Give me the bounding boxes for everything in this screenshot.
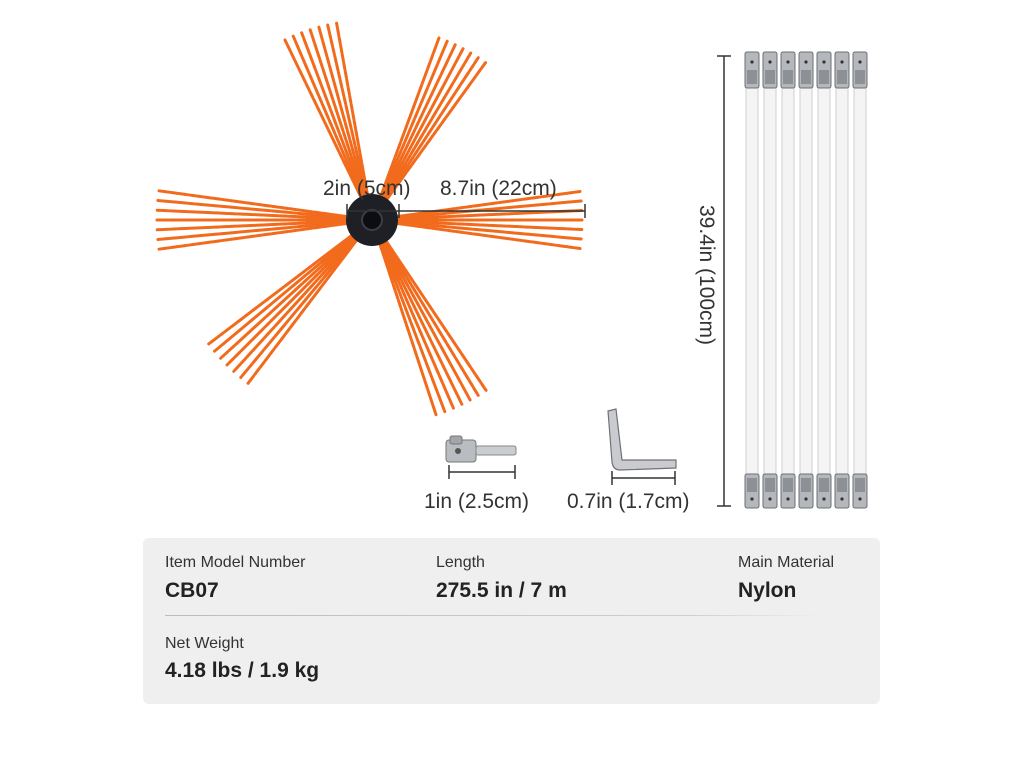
bristle [370,208,584,222]
bristle [335,21,374,222]
extension-rod [852,51,868,509]
rod-adapter [445,435,517,463]
adapter-dimension: 1in (2.5cm) [424,490,530,513]
extension-rod [834,51,850,509]
bristle [370,218,455,410]
spec-divider [165,615,820,616]
bristle [207,218,374,346]
bristle [232,218,374,373]
model-value: CB07 [165,579,219,602]
bristle [157,218,374,251]
bristle [225,218,374,367]
bristle [370,218,480,397]
chimney-brush-head [155,21,584,417]
bristle [213,218,374,353]
extension-rods [744,51,868,509]
brush-head-dimension: 2in (5cm) [323,177,411,200]
extension-rod [816,51,832,509]
bristle [370,218,472,402]
bristle [326,23,374,222]
bristle [370,218,582,251]
rod-length-dimension: 39.4in (100cm) [695,204,718,346]
hex-wrench [607,408,677,471]
weight-value: 4.18 lbs / 1.9 kg [165,659,320,682]
bristle [283,38,374,222]
bristle [156,199,374,222]
bristle [239,218,374,379]
bristle [155,218,374,232]
bristle [156,218,374,241]
length-value: 275.5 in / 7 m [436,579,567,602]
extension-rod [762,51,778,509]
bristle [370,218,447,414]
model-label: Item Model Number [165,554,306,571]
hub-thread [361,209,383,231]
length-label: Length [436,554,485,571]
bristle [246,218,374,385]
extension-rod [780,51,796,509]
bristle [370,189,582,222]
bristle [157,189,374,222]
wrench-dimension: 0.7in (1.7cm) [567,490,690,513]
material-label: Main Material [738,554,835,571]
material-value: Nylon [738,579,797,602]
bristle [370,218,583,241]
bristle [370,218,488,392]
bristle [370,218,438,417]
bristle-length-dimension: 8.7in (22cm) [440,177,557,200]
bristle [317,25,374,222]
weight-label: Net Weight [165,635,244,652]
extension-rod [744,51,760,509]
bristle [300,31,374,222]
bristle [308,28,374,222]
extension-rod [798,51,814,509]
dimension-lines [346,55,731,507]
bristle [291,34,374,222]
bristle [370,60,488,222]
bristle [370,218,584,232]
bristle [155,208,374,222]
bristle [219,218,374,360]
bristle [370,218,464,406]
spec-panel: Item Model Number CB07 Length 275.5 in /… [143,538,880,704]
